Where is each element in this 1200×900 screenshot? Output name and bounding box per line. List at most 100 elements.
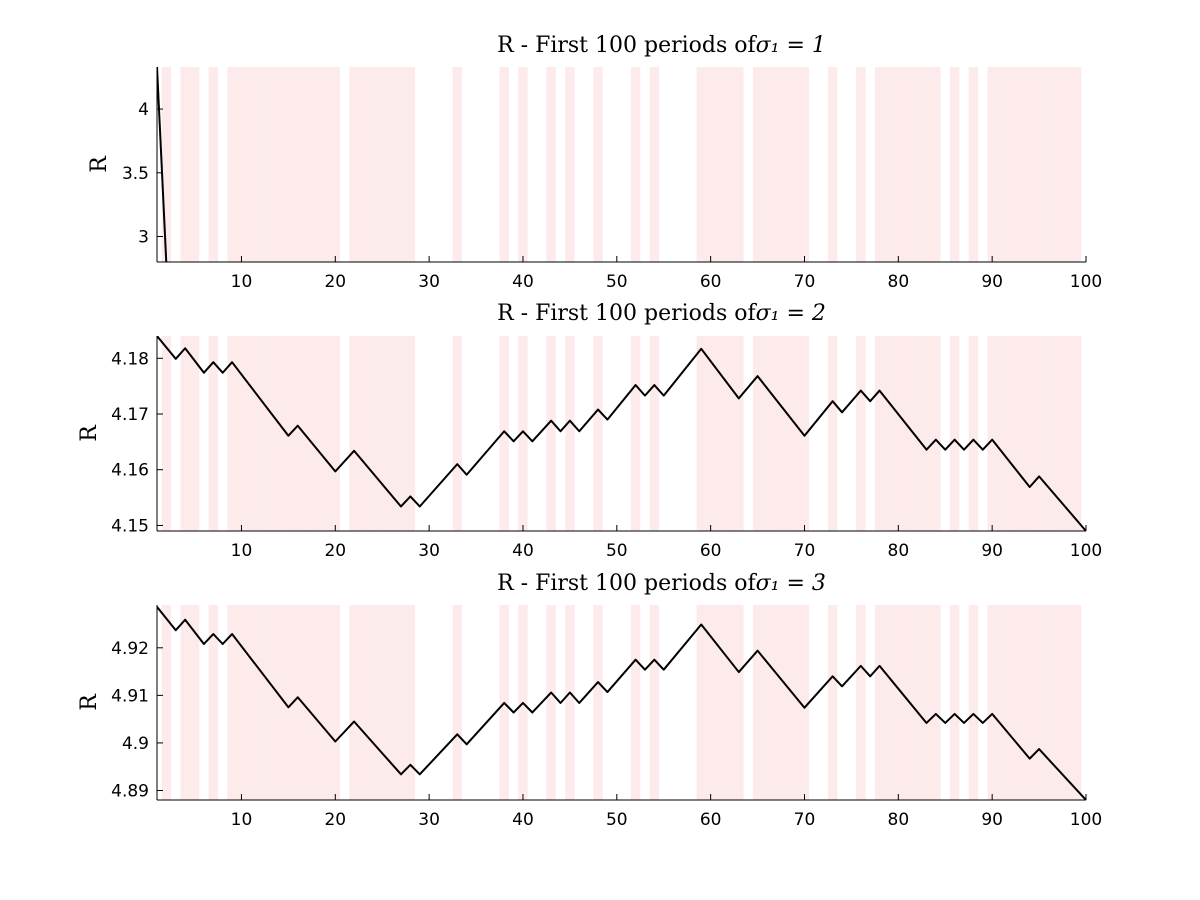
x-tick-label: 20 [324,810,346,830]
x-tick-label: 90 [981,810,1003,830]
shaded-band [752,336,763,531]
shaded-band [949,605,960,800]
shaded-band [752,605,763,800]
shaded-band [161,67,172,262]
shaded-band [1043,336,1054,531]
shaded-band [518,336,528,531]
shaded-band [893,605,904,800]
shaded-band [264,67,275,262]
shaded-band [274,605,284,800]
shaded-band [349,336,359,531]
shaded-band [452,605,462,800]
shaded-band [884,67,894,262]
shaded-band [630,605,641,800]
x-tick-label: 60 [700,272,722,292]
shaded-band [893,67,904,262]
shaded-band [996,336,1007,531]
chart-panel-2: 10 20 30 40 50 60 70 80 90 100 4.15 4.16 4.17 4.18 R -… [77,301,1102,561]
y-tick-label: 4.18 [111,349,149,369]
shaded-band [368,336,378,531]
shaded-band [1053,336,1063,531]
y-tick-label: 4.16 [111,461,149,481]
shaded-band [208,605,218,800]
shaded-band [311,336,322,531]
x-tick-label: 30 [418,272,440,292]
chart-panel-3: 10 20 30 40 50 60 70 80 90 100 4.89 4.9 4.91 4.92 R - … [77,571,1102,830]
shaded-band [996,67,1007,262]
shaded-band [283,605,294,800]
shaded-band [696,336,706,531]
shaded-band [161,605,172,800]
shaded-band [1062,605,1072,800]
shaded-band [321,67,331,262]
x-tick-label: 20 [324,541,346,561]
y-tick-label: 4.89 [111,781,149,801]
shaded-band [358,605,369,800]
shaded-band [762,605,772,800]
shaded-band [781,67,791,262]
shaded-band [321,605,331,800]
shaded-band [546,336,556,531]
shaded-band [1062,67,1072,262]
y-axis-label: R [77,693,102,711]
x-tick-label: 80 [888,272,910,292]
y-tick-label: 4.9 [122,734,149,754]
chart-title-text: R - First 100 periods of [497,571,757,596]
shaded-band [189,67,200,262]
shaded-band [227,605,237,800]
y-tick-label: 4.92 [111,639,149,659]
shaded-band [799,605,810,800]
x-tick-label: 20 [324,272,346,292]
shaded-band [1034,605,1044,800]
x-tick-label: 10 [231,272,253,292]
shaded-band [264,605,275,800]
shaded-band [302,336,312,531]
shaded-band [968,67,979,262]
shaded-band [724,67,735,262]
shaded-band [705,336,716,531]
shaded-band [752,67,763,262]
shaded-band [1043,605,1054,800]
shaded-band [302,67,312,262]
shaded-band [996,605,1007,800]
shaded-band [180,67,190,262]
shaded-band [1071,605,1082,800]
shaded-band [771,336,782,531]
series-line [157,67,168,262]
shaded-band [715,67,725,262]
shaded-band [1034,336,1044,531]
shaded-band [781,336,791,531]
shaded-band [274,336,284,531]
shaded-band [302,605,312,800]
x-tick-label: 80 [888,810,910,830]
shaded-band [724,336,735,531]
chart-title-math: σ₁ = 3 [756,571,826,596]
x-tick-label: 60 [700,541,722,561]
shaded-band [189,336,200,531]
shaded-band [255,605,265,800]
shaded-band [593,336,603,531]
shaded-band [884,336,894,531]
shaded-band [405,605,416,800]
shaded-band [856,67,866,262]
shaded-band [246,336,256,531]
shaded-band [208,336,218,531]
shaded-band [771,67,782,262]
shaded-band [799,336,810,531]
x-tick-label: 40 [512,541,534,561]
shaded-band [696,67,706,262]
shaded-band [264,336,275,531]
x-tick-label: 40 [512,272,534,292]
shaded-band [1025,336,1035,531]
shaded-band [921,605,932,800]
shaded-band [781,605,791,800]
shaded-band [1053,67,1063,262]
shaded-band [1025,605,1035,800]
shaded-band [377,67,387,262]
shaded-band [903,605,913,800]
shaded-band [518,67,528,262]
shaded-band [396,67,406,262]
shaded-band [1071,67,1082,262]
shaded-band [1025,67,1035,262]
shaded-band [180,336,190,531]
